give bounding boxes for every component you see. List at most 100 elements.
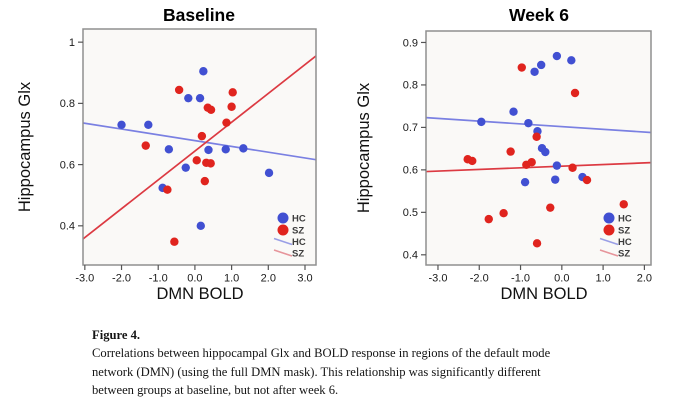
legend-label: HC [618,237,632,248]
x-tick-label: 3.0 [297,273,312,285]
data-point [517,63,526,72]
data-point [552,51,562,61]
legend-sz-line-swatch [273,249,293,257]
legend-hc-line-swatch [599,237,619,246]
data-point [568,163,577,172]
data-point [541,147,550,157]
x-tick-label: 0.0 [554,273,569,285]
legend-label: HC [618,213,632,224]
data-point [484,214,493,224]
legend-hc-dot-swatch [277,212,289,224]
data-point [141,141,150,150]
x-tick-label: 1.0 [595,273,610,285]
data-point [239,144,248,153]
data-point [524,118,533,128]
data-point [264,168,274,178]
legend-hc-line-swatch [273,237,293,246]
data-point [619,200,628,209]
legend-sz-dot-swatch [603,224,615,236]
y-tick-label: 0.4 [60,221,75,233]
x-tick-label: 2.0 [637,273,652,285]
data-point [196,221,205,231]
x-tick-label: -1.0 [149,273,168,285]
data-point [570,88,580,98]
y-axis-label: Hippocampus Glx [16,81,34,212]
y-tick-label: 0.6 [60,159,75,171]
data-point [199,67,208,76]
x-tick-label: -3.0 [75,273,94,285]
caption-line: between groups at baseline, but not afte… [92,383,339,398]
data-point [477,117,486,127]
x-tick-label: 0.0 [187,273,202,285]
data-point [197,131,207,141]
figure-caption: Figure 4. Correlations between hippocamp… [92,326,652,400]
legend-sz-line-swatch [599,249,619,257]
legend-label: SZ [292,248,304,259]
data-point [468,156,477,166]
plot-border [425,30,652,266]
y-axis: 0.4 0.6 0.8 1 [60,37,83,233]
y-tick-label: 0.9 [403,37,418,49]
legend-label: HC [292,237,306,248]
chart-title: Week 6 [509,5,569,25]
data-point [181,163,190,172]
data-point [163,185,172,194]
x-tick-label: 2.0 [261,273,276,285]
legend-label: SZ [292,225,304,236]
y-tick-label: 0.4 [403,250,418,262]
data-point [144,120,153,130]
data-point [536,60,546,70]
x-tick-label: -3.0 [428,273,447,285]
data-point [546,203,555,212]
data-point [195,93,205,103]
baseline-scatter-chart: -3.0 -2.0 -1.0 0.0 1.0 2.0 3.0 0.4 0.6 0.8 1 Baseli… [16,5,317,303]
data-point [499,208,508,218]
data-point [567,56,576,65]
data-point [582,175,592,185]
data-point [204,145,213,155]
chart-title: Baseline [163,5,235,25]
data-point [184,93,193,103]
series-sz-points [141,85,237,246]
plot-border [82,28,317,266]
legend-sz-dot-swatch [277,224,289,236]
y-axis: 0.4 0.5 0.6 0.7 0.8 0.9 [403,37,426,262]
trend-line-hc [426,116,651,134]
legend-label: HC [292,213,306,224]
data-point [206,105,216,115]
legend-label: SZ [618,225,630,236]
series-sz-points [463,63,628,248]
data-point [222,118,231,127]
charts-row: -3.0 -2.0 -1.0 0.0 1.0 2.0 3.0 0.4 0.6 0.8 1 Baseli… [16,5,652,303]
data-point [552,161,562,170]
data-point [170,237,179,246]
x-tick-label: 1.0 [224,273,239,285]
x-axis-label: DMN BOLD [156,285,243,303]
data-point [532,132,541,141]
data-point [506,147,515,156]
data-point [527,158,536,167]
caption-line: network (DMN) (using the full DMN mask).… [92,364,541,379]
data-point [164,145,174,154]
legend-label: SZ [618,248,630,259]
y-axis-label: Hippocampus Glx [355,82,373,213]
series-hc-points [477,51,587,187]
x-tick-label: -2.0 [112,273,131,285]
y-tick-label: 0.8 [403,80,418,92]
data-point [520,177,530,187]
data-point [551,175,560,184]
x-axis-label: DMN BOLD [500,285,587,303]
caption-label: Figure 4. [92,328,141,342]
x-tick-label: -1.0 [511,273,530,285]
y-tick-label: 0.6 [403,165,418,177]
data-point [174,85,184,95]
y-tick-label: 1 [69,37,75,49]
y-tick-label: 0.5 [403,207,418,219]
data-point [117,120,126,130]
data-point [192,156,201,165]
data-point [206,159,215,168]
caption-line: Correlations between hippocampal Glx and… [92,346,551,361]
